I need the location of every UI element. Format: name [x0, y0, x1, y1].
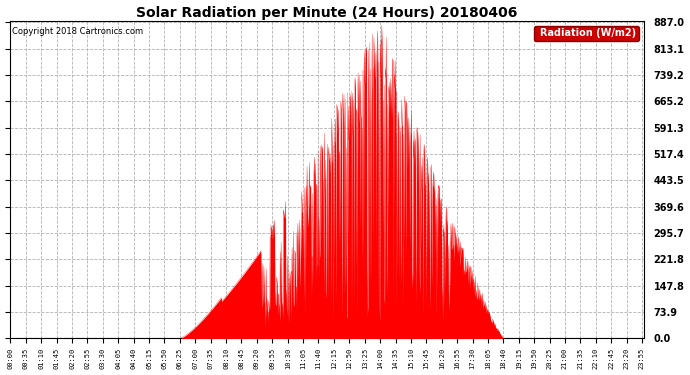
- Title: Solar Radiation per Minute (24 Hours) 20180406: Solar Radiation per Minute (24 Hours) 20…: [137, 6, 518, 20]
- Legend: Radiation (W/m2): Radiation (W/m2): [534, 26, 639, 41]
- Text: Copyright 2018 Cartronics.com: Copyright 2018 Cartronics.com: [12, 27, 143, 36]
